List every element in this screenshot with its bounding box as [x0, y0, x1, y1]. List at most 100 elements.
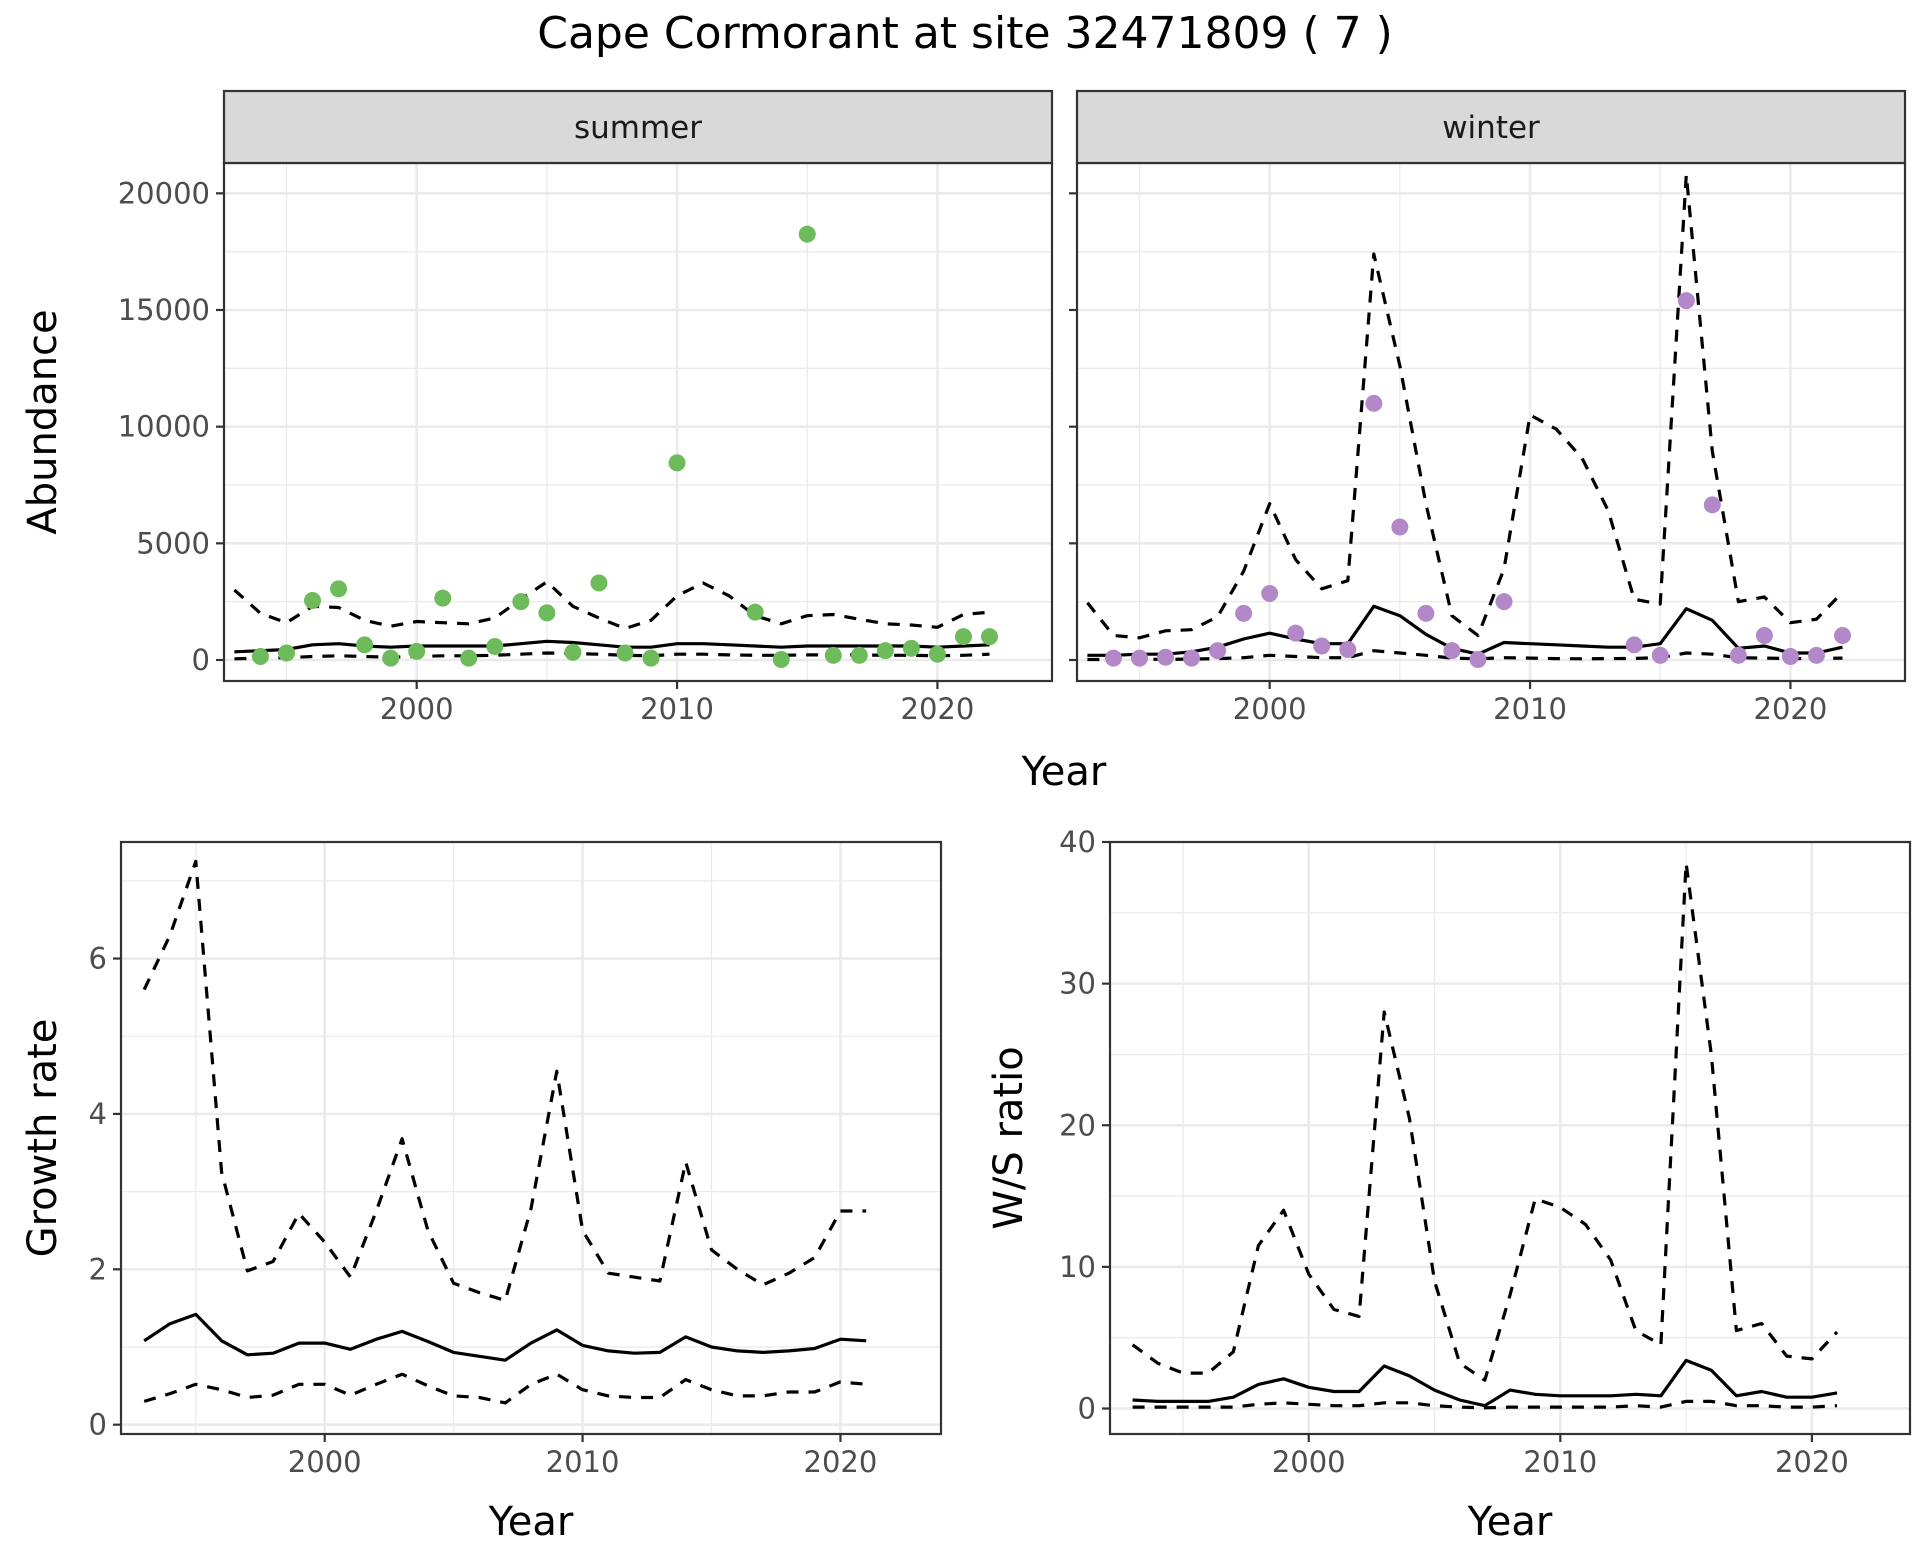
data-point	[642, 649, 660, 667]
lower-bound-line	[1087, 649, 1843, 662]
x-tick-label: 2020	[1775, 1445, 1849, 1479]
data-point	[1261, 585, 1279, 602]
chart-title: Cape Cormorant at site 32471809 ( 7 )	[537, 8, 1393, 59]
data-point	[1703, 496, 1721, 514]
data-point	[1729, 646, 1747, 664]
y-tick-label: 20000	[118, 176, 210, 210]
y-tick-label: 4	[89, 1097, 107, 1131]
panel-winter: 2000 2010 2020 winter	[1069, 89, 1907, 726]
ws-x-axis-title: Year	[1467, 1499, 1553, 1545]
data-point	[1365, 394, 1383, 412]
data-point	[928, 645, 946, 663]
panel-border	[1108, 840, 1912, 1436]
ws-y-axis-title: W/S ratio	[986, 1046, 1032, 1229]
data-point	[538, 604, 556, 622]
panel-ws-ratio: 2000 2010 2020 0 10 20 30 40	[1059, 825, 1912, 1479]
data-point	[1130, 649, 1148, 667]
data-point	[277, 644, 295, 662]
x-tick-label: 2010	[546, 1445, 620, 1479]
x-tick-label: 2000	[1233, 692, 1307, 726]
x-tick-label: 2000	[288, 1445, 362, 1479]
data-point	[1104, 649, 1122, 667]
data-point	[1391, 518, 1409, 536]
data-point	[616, 644, 634, 662]
x-tick-label: 2000	[380, 692, 454, 726]
data-point	[1755, 627, 1773, 644]
facet-strip	[1075, 89, 1907, 165]
data-point	[1834, 627, 1852, 644]
data-point	[564, 643, 582, 661]
upper-bound-line	[1131, 861, 1839, 1382]
data-point	[1495, 593, 1513, 611]
data-point	[356, 636, 374, 654]
x-tick-label: 2010	[640, 692, 714, 726]
data-point	[382, 649, 400, 667]
data-point	[1183, 649, 1201, 667]
upper-bound-line	[1086, 173, 1844, 640]
facet-strip-label: summer	[574, 110, 702, 146]
lower-bound-line	[234, 651, 990, 661]
chart-layer: 2000 2010 202005000100001500020000summer20…	[20, 89, 1912, 1545]
y-tick-label: 6	[89, 942, 107, 976]
y-tick-label: 10000	[118, 410, 210, 444]
x-tick-label: 2020	[804, 1445, 878, 1479]
data-point	[1677, 292, 1695, 310]
data-point	[486, 637, 504, 655]
data-point	[876, 642, 894, 660]
abundance-x-axis-title: Year	[1021, 749, 1107, 795]
data-point	[824, 646, 842, 664]
data-point	[981, 628, 999, 646]
data-point	[460, 649, 478, 667]
y-tick-label: 20	[1059, 1108, 1096, 1142]
data-point	[1339, 641, 1357, 658]
data-point	[1235, 604, 1253, 622]
x-tick-label: 2020	[1754, 692, 1828, 726]
facet-strip-label: winter	[1442, 110, 1540, 146]
facet-strip	[222, 89, 1054, 165]
data-point	[251, 648, 269, 665]
data-point	[902, 639, 920, 657]
data-point	[1417, 604, 1435, 622]
data-point	[304, 592, 322, 609]
data-point	[1781, 648, 1799, 665]
data-point	[1625, 636, 1643, 654]
x-tick-label: 2020	[901, 692, 975, 726]
data-point	[1443, 642, 1461, 660]
data-point	[330, 580, 348, 598]
upper-bound-line	[233, 580, 990, 631]
abundance-y-axis-title: Abundance	[20, 309, 66, 534]
x-tick-label: 2010	[1523, 1445, 1597, 1479]
y-tick-label: 5000	[136, 526, 210, 560]
data-point	[798, 225, 816, 243]
data-point	[954, 628, 972, 646]
data-point	[746, 603, 764, 621]
estimate-line	[1132, 1358, 1838, 1408]
data-point	[772, 651, 790, 669]
growth-x-axis-title: Year	[488, 1499, 574, 1545]
data-point	[1469, 651, 1487, 669]
y-tick-label: 10	[1059, 1250, 1096, 1284]
y-tick-label: 30	[1059, 967, 1096, 1001]
lower-bound-line	[143, 1372, 867, 1405]
growth-y-axis-title: Growth rate	[20, 1019, 66, 1258]
y-tick-label: 15000	[118, 293, 210, 327]
data-point	[590, 574, 608, 592]
panel-summer: 2000 2010 2020 0 5000 10000 15000 20000 summer	[118, 89, 1054, 726]
data-point	[512, 593, 530, 611]
y-tick-label: 0	[89, 1408, 107, 1442]
data-point	[408, 642, 426, 660]
data-point	[1807, 646, 1825, 664]
y-tick-label: 40	[1059, 825, 1096, 859]
upper-bound-line	[142, 859, 867, 1302]
estimate-line	[143, 1312, 867, 1362]
y-tick-label: 0	[1078, 1392, 1096, 1426]
data-point	[1313, 637, 1331, 655]
x-tick-label: 2010	[1493, 692, 1567, 726]
data-point	[1157, 648, 1175, 666]
y-tick-label: 2	[89, 1252, 107, 1286]
data-point	[1287, 624, 1305, 642]
panel-border	[119, 840, 943, 1436]
data-point	[1209, 642, 1227, 660]
